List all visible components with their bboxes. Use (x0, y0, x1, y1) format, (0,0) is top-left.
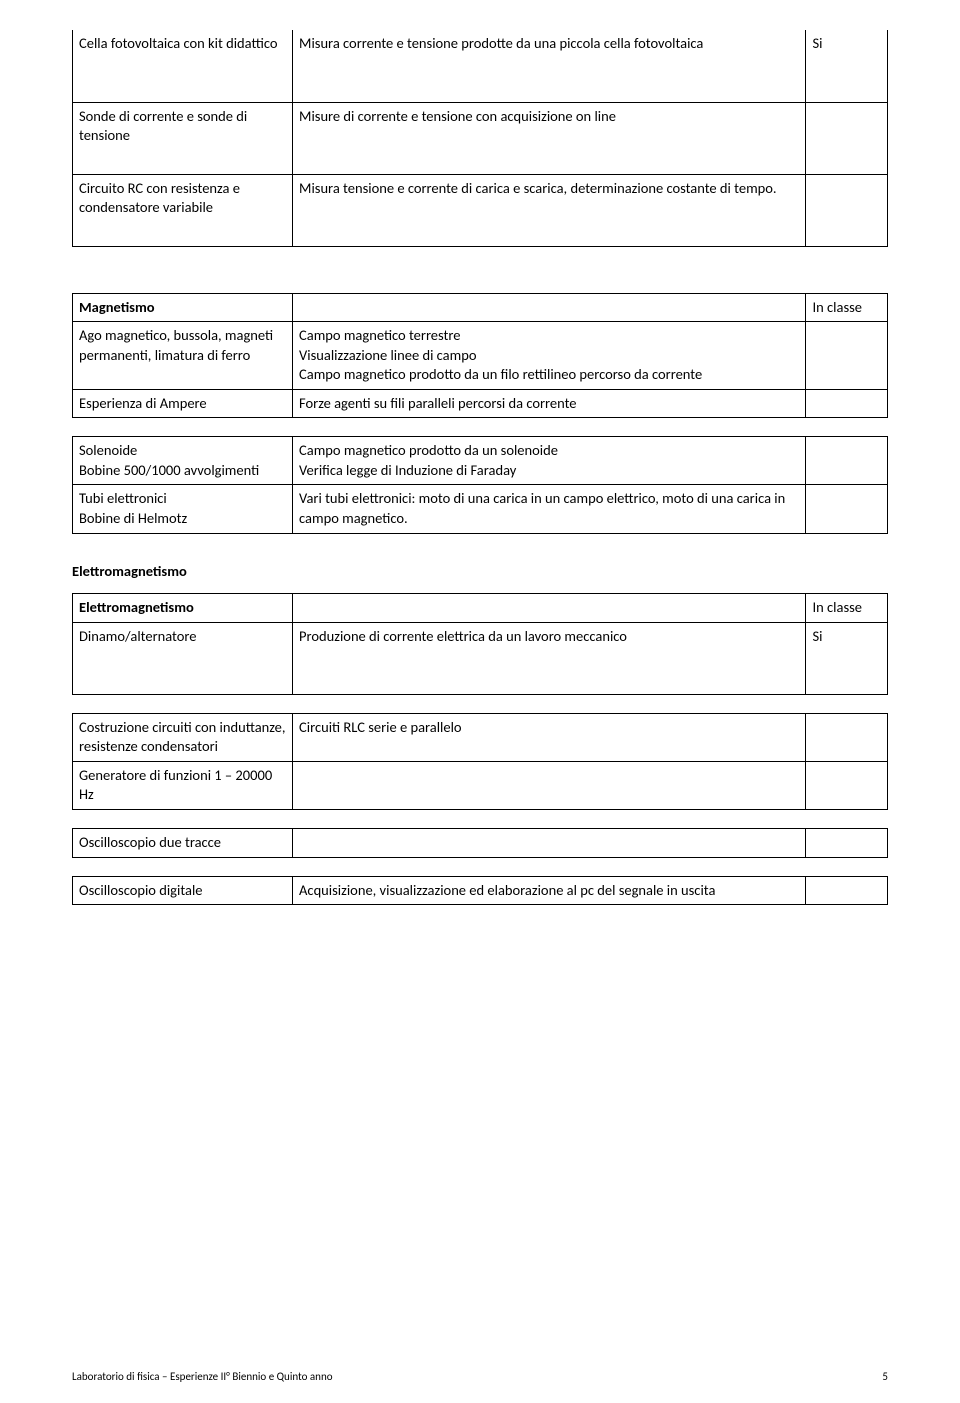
header-cell: Elettromagnetismo (73, 594, 293, 623)
table-row: Sonde di corrente e sonde di tensioneMis… (73, 102, 888, 174)
cell-col1: Cella fotovoltaica con kit didattico (73, 30, 293, 102)
cell-col1: Circuito RC con resistenza e condensator… (73, 174, 293, 246)
cell-col1: Sonde di corrente e sonde di tensione (73, 102, 293, 174)
cell-col3 (806, 437, 888, 485)
cell-col3 (806, 876, 888, 905)
cell-col1: Oscilloscopio digitale (73, 876, 293, 905)
table-row: Ago magnetico, bussola, magneti permanen… (73, 322, 888, 390)
page-number: 5 (882, 1370, 888, 1385)
cell-col1: Ago magnetico, bussola, magneti permanen… (73, 322, 293, 390)
cell-col2: Forze agenti su fili paralleli percorsi … (293, 389, 806, 418)
cell-col2: Circuiti RLC serie e parallelo (293, 713, 806, 761)
cell-col2: Misure di corrente e tensione con acquis… (293, 102, 806, 174)
cell-col1: SolenoideBobine 500/1000 avvolgimenti (73, 437, 293, 485)
cell-col2: Vari tubi elettronici: moto di una caric… (293, 485, 806, 533)
cell-col3 (806, 102, 888, 174)
cell-col1: Dinamo/alternatore (73, 622, 293, 694)
cell-col2: Campo magnetico prodotto da un solenoide… (293, 437, 806, 485)
table-row: Oscilloscopio due tracce (73, 828, 888, 857)
cell-col2: Acquisizione, visualizzazione ed elabora… (293, 876, 806, 905)
cell-col3: Si (806, 30, 888, 102)
table-row: Circuito RC con resistenza e condensator… (73, 174, 888, 246)
table-solenoide: SolenoideBobine 500/1000 avvolgimentiCam… (72, 436, 888, 533)
page-footer: Laboratorio di fisica – Esperienze II° B… (72, 1370, 888, 1385)
cell-col1: Tubi elettroniciBobine di Helmotz (73, 485, 293, 533)
table-row: Esperienza di AmpereForze agenti su fili… (73, 389, 888, 418)
cell-col1: Oscilloscopio due tracce (73, 828, 293, 857)
cell-col2: Produzione di corrente elettrica da un l… (293, 622, 806, 694)
cell-col3 (806, 761, 888, 809)
cell-col3: Si (806, 622, 888, 694)
cell-col3 (806, 485, 888, 533)
table-row: Cella fotovoltaica con kit didatticoMisu… (73, 30, 888, 102)
header-cell: In classe (806, 293, 888, 322)
header-cell-empty (293, 293, 806, 322)
table-magnetismo: Magnetismo In classe Ago magnetico, buss… (72, 293, 888, 419)
cell-col2: Campo magnetico terrestreVisualizzazione… (293, 322, 806, 390)
table-1: Cella fotovoltaica con kit didatticoMisu… (72, 30, 888, 247)
table-row: Costruzione circuiti con induttanze, res… (73, 713, 888, 761)
section-title: Elettromagnetismo (72, 562, 888, 582)
page: Cella fotovoltaica con kit didatticoMisu… (0, 0, 960, 1403)
table-circuiti: Costruzione circuiti con induttanze, res… (72, 713, 888, 810)
cell-col2: Misura tensione e corrente di carica e s… (293, 174, 806, 246)
table-row: Tubi elettroniciBobine di HelmotzVari tu… (73, 485, 888, 533)
cell-col3 (806, 174, 888, 246)
cell-col1: Costruzione circuiti con induttanze, res… (73, 713, 293, 761)
table-oscilloscopio-due: Oscilloscopio due tracce (72, 828, 888, 858)
cell-col3 (806, 322, 888, 390)
table-oscilloscopio-digitale: Oscilloscopio digitaleAcquisizione, visu… (72, 876, 888, 906)
cell-col2 (293, 761, 806, 809)
cell-col3 (806, 713, 888, 761)
header-cell-empty (293, 594, 806, 623)
table-row: Oscilloscopio digitaleAcquisizione, visu… (73, 876, 888, 905)
cell-col2: Misura corrente e tensione prodotte da u… (293, 30, 806, 102)
table-row: Dinamo/alternatoreProduzione di corrente… (73, 622, 888, 694)
table-header-row: Magnetismo In classe (73, 293, 888, 322)
cell-col3 (806, 828, 888, 857)
cell-col1: Generatore di funzioni 1 – 20000 Hz (73, 761, 293, 809)
header-cell: Magnetismo (73, 293, 293, 322)
cell-col1: Esperienza di Ampere (73, 389, 293, 418)
cell-col3 (806, 389, 888, 418)
table-row: Generatore di funzioni 1 – 20000 Hz (73, 761, 888, 809)
footer-text: Laboratorio di fisica – Esperienze II° B… (72, 1370, 333, 1385)
cell-col2 (293, 828, 806, 857)
table-header-row: Elettromagnetismo In classe (73, 594, 888, 623)
table-row: SolenoideBobine 500/1000 avvolgimentiCam… (73, 437, 888, 485)
table-elettromagnetismo: Elettromagnetismo In classe Dinamo/alter… (72, 593, 888, 695)
header-cell: In classe (806, 594, 888, 623)
